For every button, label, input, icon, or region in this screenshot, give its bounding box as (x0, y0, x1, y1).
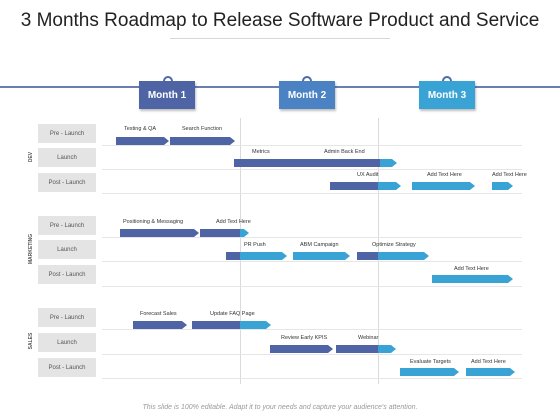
section-label-sales: SALES (28, 332, 34, 350)
task-label: Update FAQ Page (210, 311, 255, 317)
task-label: Optimize Strategy (372, 242, 416, 248)
task-label: Metrics (252, 149, 270, 155)
task-bar (412, 182, 475, 190)
title-divider (170, 38, 390, 39)
row-marketing-post-launch: Post - Launch (38, 265, 96, 284)
task-bar (378, 182, 401, 190)
section-label-marketing: MARKETING (28, 233, 34, 265)
task-bar (240, 229, 249, 237)
task-label: Search Function (182, 126, 223, 132)
row-divider (102, 354, 522, 355)
task-bar (293, 252, 350, 260)
task-label: Positioning & Messaging (123, 219, 184, 225)
task-bar (192, 321, 240, 329)
task-bar (234, 159, 380, 167)
row-divider (102, 378, 522, 379)
task-bar (400, 368, 459, 376)
month-3-header: Month 3 (419, 81, 475, 109)
task-label: PR Push (244, 242, 266, 248)
task-bar (120, 229, 199, 237)
task-bar (116, 137, 169, 145)
row-divider (102, 261, 522, 262)
task-label: Evaluate Targets (410, 359, 451, 365)
task-label: Testing & QA (124, 126, 157, 132)
task-bar (330, 182, 378, 190)
row-divider (102, 169, 522, 170)
task-bar (336, 345, 378, 353)
task-label: Add Text Here (427, 172, 462, 178)
task-label: Webinar (358, 335, 379, 341)
task-bar (200, 229, 240, 237)
row-sales-launch: Launch (38, 333, 96, 352)
task-bar (133, 321, 187, 329)
task-label: Add Text Here (454, 266, 489, 272)
month-separator (240, 118, 241, 384)
row-divider (102, 237, 522, 238)
task-bar (378, 345, 396, 353)
task-label: Review Early KPIS (281, 335, 328, 341)
task-label: UX Audit (357, 172, 379, 178)
row-dev-post-launch: Post - Launch (38, 173, 96, 192)
task-label: Admin Back End (324, 149, 365, 155)
row-divider (102, 286, 522, 287)
row-marketing-launch: Launch (38, 240, 96, 259)
section-label-dev: DEV (28, 151, 34, 163)
page-title: 3 Months Roadmap to Release Software Pro… (20, 10, 540, 31)
task-bar (466, 368, 515, 376)
task-bar (492, 182, 513, 190)
row-divider (102, 193, 522, 194)
row-marketing-pre-launch: Pre - Launch (38, 216, 96, 235)
row-dev-pre-launch: Pre - Launch (38, 124, 96, 143)
month-2-header: Month 2 (279, 81, 335, 109)
task-bar (380, 159, 397, 167)
task-bar (432, 275, 513, 283)
row-sales-post-launch: Post - Launch (38, 358, 96, 377)
task-label: Forecast Sales (140, 311, 177, 317)
task-bar (170, 137, 235, 145)
task-bar (240, 252, 287, 260)
row-divider (102, 329, 522, 330)
month-1-header: Month 1 (139, 81, 195, 109)
row-sales-pre-launch: Pre - Launch (38, 308, 96, 327)
task-bar (270, 345, 333, 353)
footer-note: This slide is 100% editable. Adapt it to… (142, 404, 418, 411)
task-label: Add Text Here (216, 219, 251, 225)
row-dev-launch: Launch (38, 148, 96, 167)
task-label: ABM Campaign (300, 242, 339, 248)
task-bar (226, 252, 240, 260)
task-bar (378, 252, 429, 260)
task-label: Add Text Here (492, 172, 527, 178)
row-divider (102, 145, 522, 146)
task-bar (357, 252, 378, 260)
task-bar (240, 321, 271, 329)
task-label: Add Text Here (471, 359, 506, 365)
month-separator (378, 118, 379, 384)
